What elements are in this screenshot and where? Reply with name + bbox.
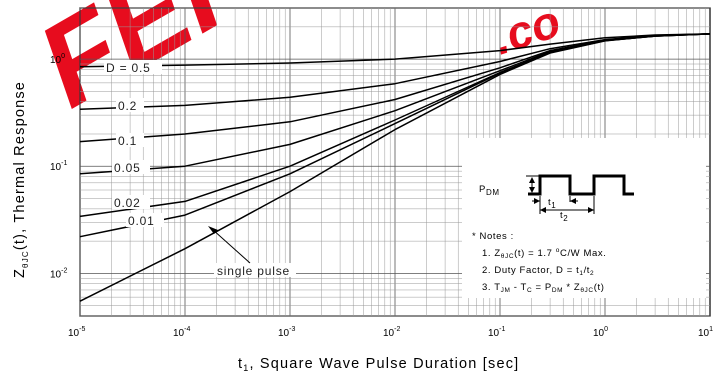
label-single-pulse: single pulse [217,264,290,278]
pulse-waveform-diagram: PDM t1 t2 [479,174,634,223]
x-tick-label: 10-2 [383,326,400,339]
note-2: 2. Duty Factor, D = t1/t2 [482,265,594,277]
note-1: 1. ZθJC(t) = 1.7 oC/W Max. [482,247,606,260]
notes-header: * Notes : [472,231,514,242]
series-line-0 [79,33,711,68]
y-axis-label: ZθJC(t), Thermal Response [12,81,30,278]
x-tick-label: 10-4 [173,326,190,339]
series-group [79,33,711,302]
tick-labels: 10-5 10-4 10-3 10-2 10-1 100 101 100 10-1 10-2 [50,53,713,339]
x-tick-label: 101 [698,326,713,339]
series-line-6 [79,33,711,302]
svg-text:t2: t2 [560,210,568,223]
x-tick-label: 100 [593,326,608,339]
watermark-text: FEPN [17,0,358,133]
single-pulse-arrowhead [208,226,218,234]
pdm-label: P [479,184,486,195]
y-tick-label: 100 [50,53,65,66]
notes-inset: PDM t1 t2 * Notes : [462,138,706,298]
single-pulse-arrow [211,228,251,264]
y-tick-label: 10-1 [50,160,67,173]
svg-text:t1: t1 [548,197,556,210]
pulse-waveform [528,174,634,196]
x-tick-label: 10-5 [68,326,85,339]
t1-label: t [548,197,551,208]
note-3: 3. TJM - TC = PDM * ZθJC(t) [482,282,604,294]
x-tick-label: 10-3 [278,326,295,339]
svg-text:PDM: PDM [479,184,500,197]
t2-label: t [560,210,563,221]
label-d02: 0.2 [118,99,137,113]
label-d01: 0.1 [118,134,137,148]
notes-text: * Notes : 1. ZθJC(t) = 1.7 oC/W Max. 2. … [472,231,606,294]
series-labels: D = 0.5 0.2 0.1 0.05 0.02 0.01 single pu… [104,60,296,278]
label-d005: 0.05 [114,161,141,175]
label-d05: D = 0.5 [106,61,151,75]
label-d002: 0.02 [114,196,141,210]
label-d001: 0.01 [128,214,155,228]
x-axis-label: t1, Square Wave Pulse Duration [sec] [238,356,519,373]
x-tick-label: 10-1 [488,326,505,339]
y-tick-label: 10-2 [50,267,67,280]
